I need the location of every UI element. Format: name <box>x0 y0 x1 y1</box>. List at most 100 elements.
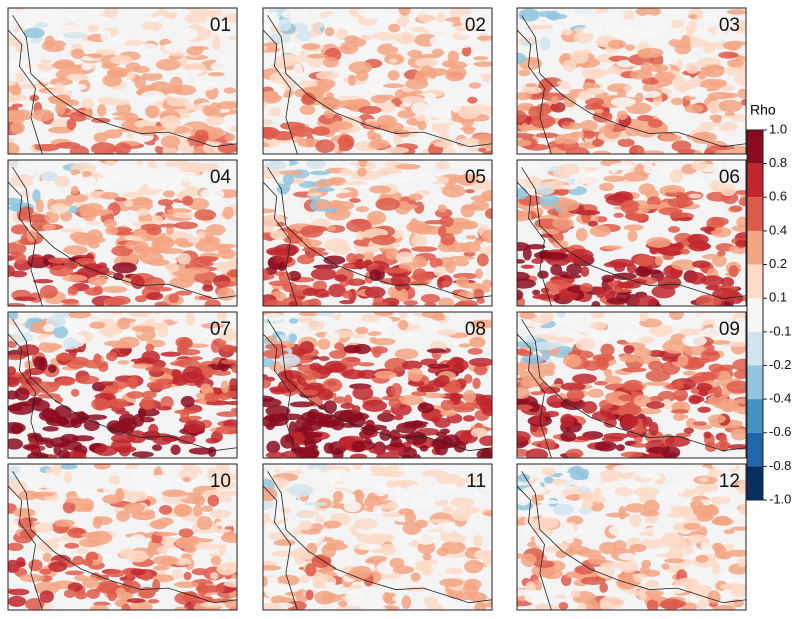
map-cell <box>28 254 44 264</box>
map-cell <box>115 175 136 183</box>
map-cell <box>10 174 33 187</box>
map-cell <box>570 5 596 15</box>
map-cell <box>660 134 682 141</box>
map-cell <box>681 35 691 49</box>
map-cell <box>340 403 354 409</box>
colorbar-tick-label: -0.2 <box>769 357 791 372</box>
map-cell <box>357 168 367 177</box>
map-cell <box>160 115 181 129</box>
map-cell <box>343 181 368 185</box>
map-cell <box>266 423 275 430</box>
map-cell <box>354 50 377 58</box>
map-cell <box>135 76 146 89</box>
map-cell <box>258 398 282 407</box>
map-cell <box>627 29 640 37</box>
panel-label: 07 <box>210 319 231 340</box>
map-cell <box>27 433 41 439</box>
map-cell <box>171 445 181 455</box>
map-cell <box>388 70 400 80</box>
map-cell <box>270 230 288 240</box>
colorbar-bin <box>747 298 763 332</box>
map-cell <box>163 190 175 197</box>
map-cell <box>588 555 606 565</box>
map-cell <box>569 249 593 262</box>
map-cell <box>480 73 499 78</box>
map-cell <box>106 352 118 362</box>
colorbar-bin <box>747 197 763 231</box>
map-cell <box>549 180 564 190</box>
map-cell <box>670 169 683 182</box>
map-cell <box>557 81 569 86</box>
map-cell <box>374 534 395 542</box>
map-cell <box>605 376 622 384</box>
map-cell <box>104 219 117 228</box>
map-cell <box>218 249 236 259</box>
map-cell <box>583 482 602 489</box>
map-cell <box>43 426 59 431</box>
map-cell <box>316 412 325 420</box>
map-cell <box>185 312 195 325</box>
map-cell <box>446 359 469 372</box>
map-cell <box>446 261 456 273</box>
map-cell <box>204 393 219 403</box>
map-cell <box>417 403 434 414</box>
map-cell <box>371 235 396 245</box>
map-cell <box>210 127 224 138</box>
map-cell <box>537 500 560 504</box>
map-cell <box>438 204 447 212</box>
map-cell <box>673 81 691 92</box>
map-cell <box>323 470 342 482</box>
map-cell <box>591 301 600 309</box>
map-cell <box>367 130 376 141</box>
map-cell <box>518 70 530 76</box>
map-cell <box>424 220 446 224</box>
map-cell <box>195 239 220 252</box>
map-cell <box>303 288 319 296</box>
map-cell <box>407 50 422 58</box>
map-cell <box>445 568 462 575</box>
map-cell <box>223 87 236 93</box>
map-cell <box>133 66 150 73</box>
map-cell <box>442 523 455 534</box>
map-cell <box>616 331 639 341</box>
map-cell <box>126 391 144 399</box>
map-cell <box>39 410 61 422</box>
map-cell <box>333 483 354 488</box>
map-cell <box>445 533 464 542</box>
map-cell <box>526 448 548 461</box>
map-cell <box>200 188 224 200</box>
map-cell <box>160 248 184 254</box>
map-cell <box>373 482 388 496</box>
map-cell <box>713 605 736 614</box>
map-cell <box>511 278 536 288</box>
map-cell <box>66 319 92 328</box>
map-cell <box>690 178 705 191</box>
map-cell <box>558 85 572 90</box>
map-cell <box>427 68 437 79</box>
map-cell <box>593 330 611 340</box>
map-cell <box>212 370 231 376</box>
map-cell <box>430 36 446 47</box>
map-cell <box>40 590 54 603</box>
map-cell <box>371 605 386 614</box>
map-cell <box>517 497 529 505</box>
map-cell <box>220 359 237 364</box>
map-cell <box>306 590 314 601</box>
map-cell <box>265 344 286 350</box>
map-cell <box>407 485 424 493</box>
map-cell <box>433 266 446 277</box>
map-cell <box>154 532 177 536</box>
colorbar-tick-label: 0.2 <box>769 256 787 271</box>
map-cell <box>138 126 158 136</box>
map-cell <box>117 360 129 364</box>
map-cell <box>334 274 347 281</box>
map-cell <box>692 160 708 171</box>
map-cell <box>616 444 625 451</box>
map-cell <box>211 340 220 352</box>
map-cell <box>355 519 378 530</box>
map-cell <box>437 329 457 335</box>
map-cell <box>174 607 188 612</box>
map-cell <box>302 247 326 252</box>
map-cell <box>340 168 352 176</box>
map-cell <box>338 600 347 607</box>
